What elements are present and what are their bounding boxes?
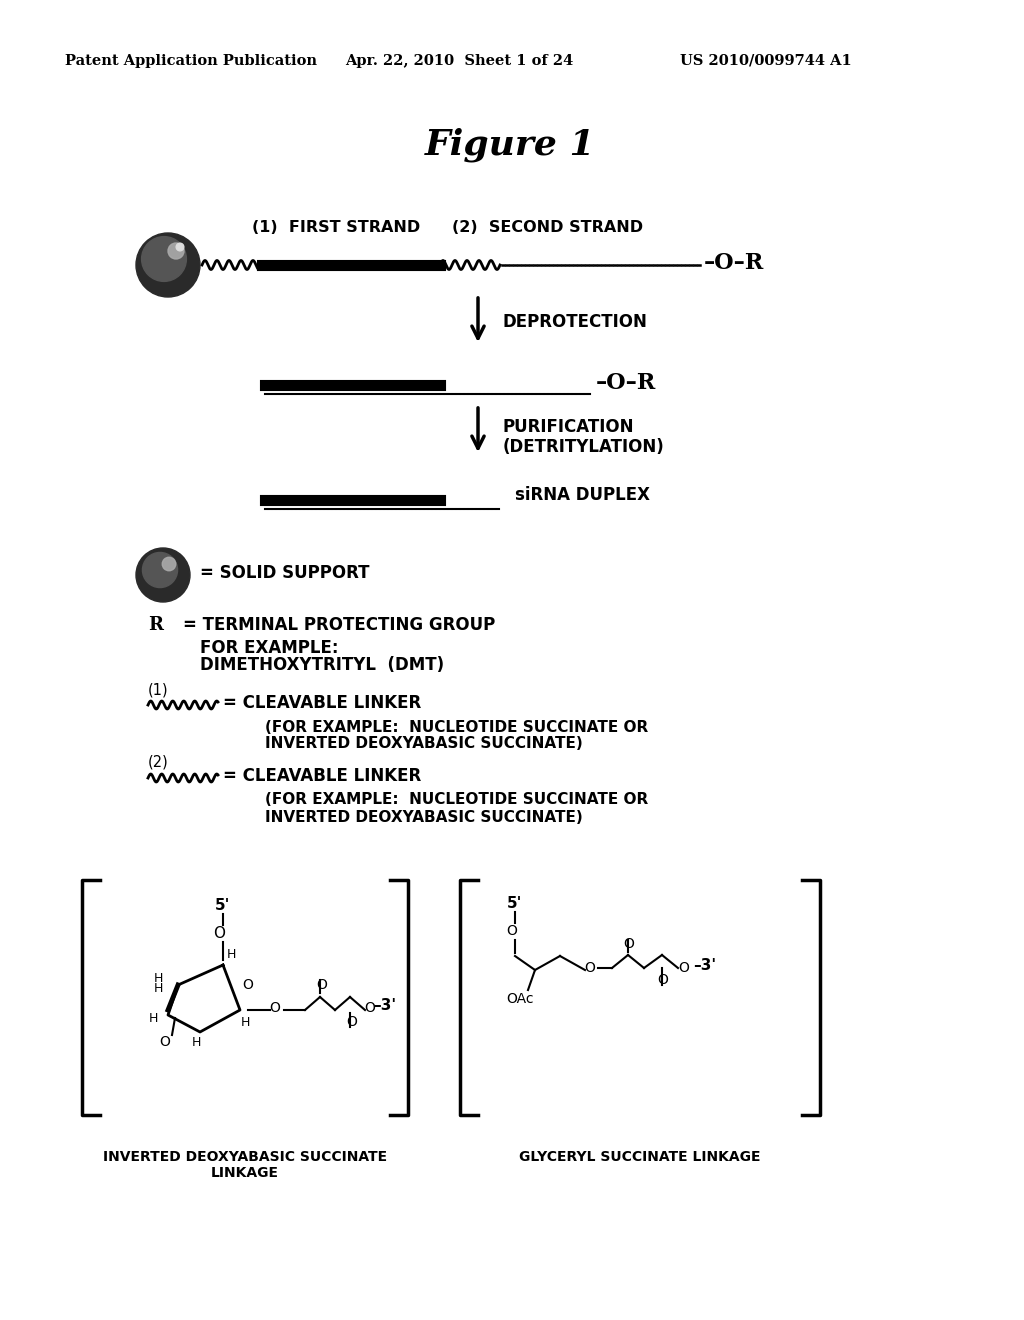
Text: –3': –3' [374, 998, 396, 1014]
Circle shape [141, 236, 186, 281]
Text: (FOR EXAMPLE:  NUCLEOTIDE SUCCINATE OR: (FOR EXAMPLE: NUCLEOTIDE SUCCINATE OR [265, 719, 648, 734]
Text: = CLEAVABLE LINKER: = CLEAVABLE LINKER [223, 767, 421, 785]
Text: –3': –3' [693, 958, 717, 974]
Text: siRNA DUPLEX: siRNA DUPLEX [515, 486, 650, 504]
Text: O: O [243, 978, 253, 993]
Text: GLYCERYL SUCCINATE LINKAGE: GLYCERYL SUCCINATE LINKAGE [519, 1150, 761, 1164]
Text: O: O [213, 925, 225, 940]
Text: H: H [227, 949, 237, 961]
Text: O: O [657, 973, 669, 987]
Text: (1)  FIRST STRAND: (1) FIRST STRAND [252, 220, 420, 235]
Text: H: H [241, 1016, 250, 1030]
Text: (2)  SECOND STRAND: (2) SECOND STRAND [452, 220, 643, 235]
Text: O: O [346, 1015, 357, 1030]
Text: O: O [585, 961, 595, 975]
Text: DIMETHOXYTRITYL  (DMT): DIMETHOXYTRITYL (DMT) [200, 656, 444, 675]
Text: 5': 5' [215, 898, 230, 912]
Text: INVERTED DEOXYABASIC SUCCINATE
LINKAGE: INVERTED DEOXYABASIC SUCCINATE LINKAGE [103, 1150, 387, 1180]
Text: Apr. 22, 2010  Sheet 1 of 24: Apr. 22, 2010 Sheet 1 of 24 [345, 54, 573, 69]
Text: O: O [365, 1001, 376, 1015]
Circle shape [142, 553, 177, 587]
Text: R: R [148, 616, 163, 634]
Text: FOR EXAMPLE:: FOR EXAMPLE: [200, 639, 339, 657]
Text: O: O [679, 961, 689, 975]
Text: O: O [160, 1035, 170, 1049]
Text: = CLEAVABLE LINKER: = CLEAVABLE LINKER [223, 694, 421, 711]
Text: O: O [269, 1001, 281, 1015]
Text: H: H [148, 1011, 158, 1024]
Text: (FOR EXAMPLE:  NUCLEOTIDE SUCCINATE OR: (FOR EXAMPLE: NUCLEOTIDE SUCCINATE OR [265, 792, 648, 808]
Text: = TERMINAL PROTECTING GROUP: = TERMINAL PROTECTING GROUP [183, 616, 496, 634]
Circle shape [136, 234, 200, 297]
Text: Patent Application Publication: Patent Application Publication [65, 54, 317, 69]
Text: H: H [191, 1036, 201, 1049]
Text: OAc: OAc [506, 993, 534, 1006]
Text: O: O [316, 978, 328, 993]
Text: 5': 5' [507, 895, 522, 911]
Text: INVERTED DEOXYABASIC SUCCINATE): INVERTED DEOXYABASIC SUCCINATE) [265, 809, 583, 825]
Text: H: H [154, 972, 163, 985]
Text: DEPROTECTION: DEPROTECTION [503, 313, 648, 331]
Text: (1): (1) [148, 682, 169, 697]
Text: –O–R: –O–R [596, 372, 656, 393]
Text: H: H [154, 982, 163, 994]
Text: –O–R: –O–R [705, 252, 764, 275]
Text: (DETRITYLATION): (DETRITYLATION) [503, 438, 665, 455]
Text: O: O [507, 924, 517, 939]
Circle shape [168, 243, 184, 259]
Text: INVERTED DEOXYABASIC SUCCINATE): INVERTED DEOXYABASIC SUCCINATE) [265, 737, 583, 751]
Circle shape [176, 243, 184, 251]
Text: PURIFICATION: PURIFICATION [503, 418, 635, 436]
Text: = SOLID SUPPORT: = SOLID SUPPORT [200, 564, 370, 582]
Text: US 2010/0099744 A1: US 2010/0099744 A1 [680, 54, 852, 69]
Text: O: O [624, 937, 635, 950]
Circle shape [162, 557, 176, 570]
Text: Figure 1: Figure 1 [425, 128, 595, 162]
Circle shape [136, 548, 190, 602]
Text: (2): (2) [148, 755, 169, 770]
